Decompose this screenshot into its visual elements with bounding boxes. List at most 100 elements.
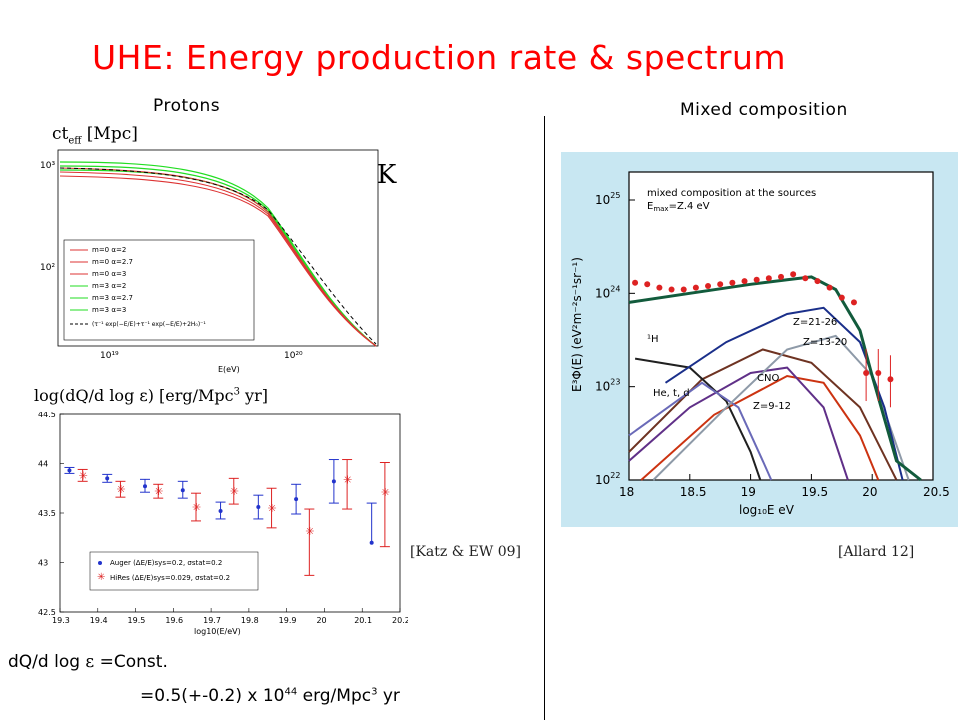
spectrum-point — [875, 370, 882, 377]
hires-point: ✳ — [230, 485, 239, 498]
spectrum-point — [729, 279, 736, 286]
spectrum-point — [753, 276, 760, 283]
spectrum-curve — [628, 366, 849, 481]
spectrum-point — [668, 286, 675, 293]
spectrum-point — [644, 281, 651, 288]
rate-xtick: 19.8 — [241, 616, 259, 625]
hires-point: ✳ — [381, 486, 390, 499]
citation-right: [Allard 12] — [838, 544, 915, 560]
green-curve-2 — [59, 165, 377, 347]
rate-ytick: 44 — [38, 460, 48, 469]
rate-xtick: 20 — [316, 616, 326, 625]
rate-legend-box — [89, 551, 259, 591]
hires-point: ✳ — [79, 469, 88, 482]
rate-axis-label: log(dQ/d log ε) [erg/Mpc3 yr] — [34, 386, 268, 405]
spectrum-point — [692, 284, 699, 291]
legend-item-4: m=3 α=2 — [92, 282, 126, 290]
rate-ytick: 42.5 — [38, 608, 56, 617]
rate-xtick: 19.5 — [128, 616, 146, 625]
auger-point — [256, 505, 261, 510]
auger-point — [331, 479, 336, 484]
rate-hires-series: ✳ ✳ ✳ ✳ ✳ ✳ ✳ ✳ ✳ — [77, 459, 390, 576]
spectrum-ylabel: E³Φ(E) (eV²m⁻²s⁻¹sr⁻¹) — [570, 257, 584, 392]
ct-ytick-1e3: 10³ — [40, 161, 55, 171]
spectrum-curve — [628, 381, 773, 481]
annot-z21: Z=21-26 — [793, 317, 837, 328]
spectrum-point — [632, 279, 639, 286]
red-curve-3 — [59, 175, 377, 347]
rate-xtick: 20.1 — [354, 616, 372, 625]
note1-suffix: =Const. — [94, 652, 168, 672]
hires-point: ✳ — [268, 502, 277, 515]
spectrum-curve — [664, 306, 904, 481]
rate-xtick: 20.2 — [392, 616, 408, 625]
legend-item-1: m=0 α=2 — [92, 246, 126, 254]
rate-ytick: 44.5 — [38, 412, 56, 419]
auger-point — [218, 509, 223, 514]
auger-point — [67, 468, 72, 473]
rate-auger-series — [64, 459, 377, 545]
red-curve-2 — [59, 171, 377, 347]
auger-point — [180, 488, 185, 493]
spectrum-point — [863, 370, 870, 377]
rate-xtick: 19.7 — [203, 616, 221, 625]
auger-point — [143, 484, 147, 489]
hires-point: ✳ — [116, 483, 125, 496]
ct-legend: m=0 α=2 m=0 α=2.7 m=0 α=3 m=3 α=2 m=3 α=… — [70, 246, 206, 328]
spectrum-point — [814, 278, 821, 285]
rate-legend-auger: Auger (ΔE/E)sys=0.2, σstat=0.2 — [110, 559, 222, 567]
spectrum-point — [826, 284, 833, 291]
hires-point: ✳ — [343, 473, 352, 486]
spectrum-point — [741, 278, 748, 285]
spec-xtick: 19 — [741, 485, 756, 499]
hires-point: ✳ — [305, 525, 314, 538]
spec-xtick: 20 — [862, 485, 877, 499]
legend-item-6: m=3 α=3 — [92, 306, 126, 314]
legend-item-7: (τ⁻¹ exp(−E/E)+τ⁻¹ exp(−E/E)+2H₀)⁻¹ — [92, 321, 206, 328]
mixed-composition-header: Mixed composition — [680, 100, 848, 120]
rate-legend: Auger (ΔE/E)sys=0.2, σstat=0.2 ✳ HiRes (… — [97, 559, 230, 583]
rate-xtick: 19.3 — [52, 616, 70, 625]
note2-sup: 44 — [284, 686, 298, 698]
rate-label-suffix: ) [erg/Mpc — [147, 386, 234, 405]
annot-he: He, t, d — [653, 388, 690, 399]
auger-point — [294, 497, 299, 502]
rate-xtick: 19.6 — [165, 616, 183, 625]
note1-eps: ε — [85, 652, 95, 672]
annot-z13: Z=13-20 — [803, 337, 847, 348]
spectrum-point — [838, 294, 845, 301]
annot-cno: CNO — [757, 373, 779, 384]
rate-xlabel: log10(E/eV) — [194, 627, 241, 636]
spectrum-point — [850, 299, 857, 306]
note2-end: yr — [377, 686, 400, 706]
spectrum-xlabel: log₁₀E eV — [739, 503, 795, 517]
spec-xtick: 19.5 — [801, 485, 828, 499]
rate-label-end: yr] — [239, 386, 268, 405]
dashed-curve — [59, 167, 377, 345]
spectrum-point — [680, 286, 687, 293]
spectrum-curve — [634, 357, 762, 481]
auger-point — [369, 540, 374, 545]
protons-header: Protons — [153, 96, 221, 116]
slide-title: UHE: Energy production rate & spectrum — [92, 38, 787, 77]
spec-xtick: 18.5 — [680, 485, 707, 499]
spectrum-point — [765, 275, 772, 282]
note-line-1: dQ/d log ε =Const. — [8, 652, 168, 672]
hires-point: ✳ — [192, 501, 201, 514]
spectrum-point — [790, 271, 797, 278]
ct-xtick-1e19: 10¹⁹ — [100, 351, 119, 361]
spectrum-points — [632, 271, 894, 408]
spectrum-point — [802, 275, 809, 282]
spectrum-frame — [628, 171, 934, 481]
spectrum-point — [778, 273, 784, 280]
rate-ytick: 43.5 — [38, 509, 56, 518]
citation-left: [Katz & EW 09] — [410, 544, 521, 560]
spec-xtick: 18 — [619, 485, 634, 499]
annot-z9: Z=9-12 — [753, 401, 791, 412]
hires-point: ✳ — [154, 485, 163, 498]
note2-mid: erg/Mpc — [297, 686, 372, 706]
spectrum-point — [705, 282, 712, 289]
auger-point — [105, 476, 110, 481]
ct-ytick-1e2: 10² — [40, 263, 55, 273]
spectrum-point — [887, 376, 894, 383]
